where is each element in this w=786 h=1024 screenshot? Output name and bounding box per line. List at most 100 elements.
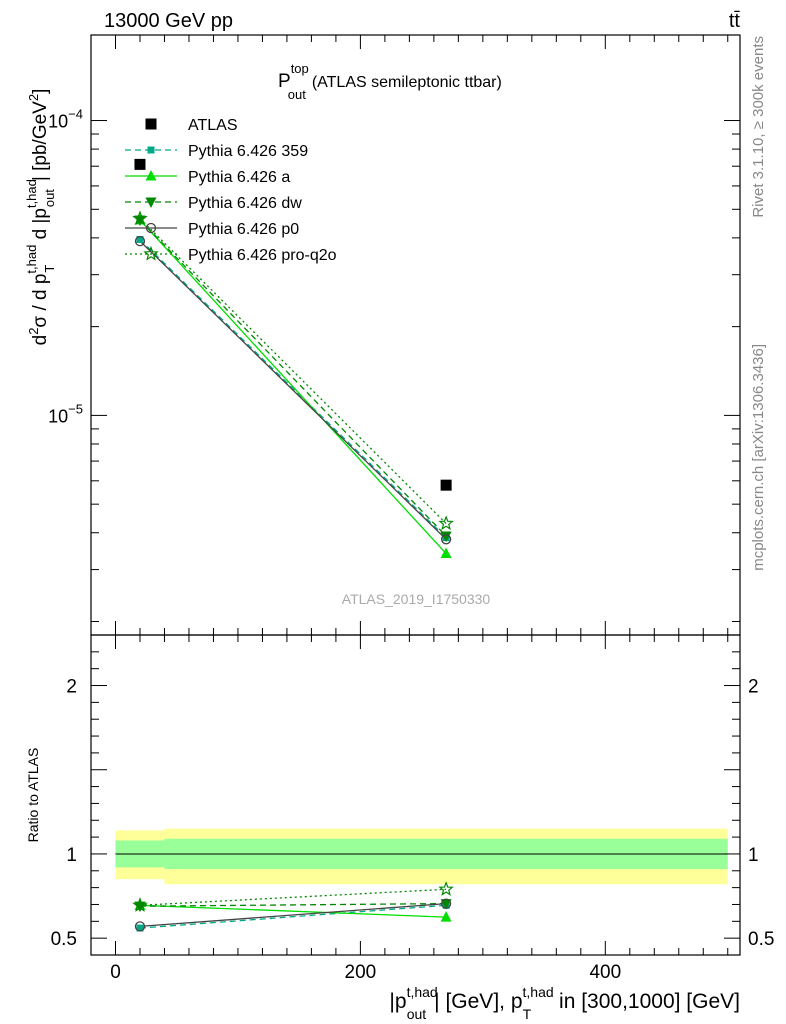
legend-item-pythia-6-426-359: Pythia 6.426 359 [125,143,308,160]
ratio-y-tick-label-right: 2 [748,677,759,698]
main-point-pythia-6-426-p0-shape [440,534,452,545]
main-point-pythia-6-426-p0 [134,235,146,247]
legend-item-pythia-6-426-p0: Pythia 6.426 p0 [125,221,299,238]
ratio-point-pythia-6-426-dw [134,901,146,913]
main-point-pythia-6-426-pro-q2o-shape [438,515,454,531]
legend-marker-pythia-6-426-dw [145,197,157,208]
main-point-pythia-6-426-359 [136,235,144,243]
legend-marker-atlas [145,118,157,130]
energy-label: 13000 GeV pp [104,10,233,32]
legend-marker-pythia-6-426-pro-q2o-shape [143,245,159,261]
main-panel: Ptop out(ATLAS semileptonic ttbar) ATLAS_… [24,34,741,636]
ratio-point-pythia-6-426-359-shape [136,924,144,932]
ratio-x-tick-label: 0 [110,962,121,983]
main-line-pythia-6-426-a [139,219,447,555]
ratio-y-tick-label-right: 0.5 [748,929,774,950]
main-point-atlas-shape [440,479,452,491]
legend-marker-pythia-6-426-dw-shape [145,197,157,208]
main-y-tick-labels: 10−4 10−5 [48,107,83,427]
main-y-axis-label: d2σ / d pt,had T d |pt,had out| [pb/GeV2] [24,89,57,346]
main-line-pythia-6-426-359 [139,239,447,539]
main-point-atlas [134,158,146,170]
legend-item-pythia-6-426-pro-q2o: Pythia 6.426 pro-q2o [125,245,337,264]
legend: ATLAS Pythia 6.426 359 Pythia 6.426 a Pythi… [125,117,337,264]
ratio-series-markers [132,881,454,932]
ratio-line-pythia-6-426-p0 [139,902,447,928]
ratio-y-tick-label-left: 1 [66,845,77,866]
legend-marker-pythia-6-426-pro-q2o [143,245,159,261]
legend-label-pythia-6-426-dw: Pythia 6.426 dw [188,195,302,212]
ratio-line-pythia-6-426-pro-q2o [139,888,447,906]
main-series-lines [139,218,447,555]
rivet-label: Rivet 3.1.10, ≥ 300k events [750,36,767,218]
ratio-uncertainty-bands [115,828,728,885]
ratio-point-pythia-6-426-dw-shape [440,899,452,910]
ratio-point-pythia-6-426-pro-q2o [132,897,148,912]
ratio-point-pythia-6-426-dw-shape [134,901,146,913]
legend-label-atlas: ATLAS [188,117,238,134]
main-point-pythia-6-426-dw [440,531,452,542]
main-point-atlas [440,479,452,491]
mcplots-label: mcplots.cern.ch [arXiv:1306.3436] [750,344,767,571]
ratio-y-tick-label-right: 1 [748,845,759,866]
legend-label-pythia-6-426-359: Pythia 6.426 359 [188,143,308,160]
main-y-tick-label: 10−4 [48,107,83,132]
main-axis-ticks [91,35,740,635]
main-line-pythia-6-426-pro-q2o [139,218,447,524]
ratio-line-pythia-6-426-a [139,904,447,918]
ratio-y-tick-label-left: 0.5 [51,929,77,950]
main-point-pythia-6-426-p0-shape [134,235,146,247]
ratio-y-axis-label: Ratio to ATLAS [25,748,41,843]
ratio-axis-ticks [91,635,740,955]
ratio-x-tick-labels: 0 200 400 [110,962,621,983]
main-point-pythia-6-426-pro-q2o [438,515,454,531]
main-point-pythia-6-426-359-shape [136,235,144,243]
ratio-line-pythia-6-426-359 [139,904,447,929]
legend-marker-pythia-6-426-a [145,170,157,181]
main-title: Ptop out(ATLAS semileptonic ttbar) [278,61,502,102]
ratio-x-tick-label: 400 [589,962,621,983]
main-point-pythia-6-426-pro-q2o [132,210,148,226]
ratio-y-tick-label-left: 2 [66,677,77,698]
analysis-watermark: ATLAS_2019_I1750330 [342,591,491,607]
main-point-pythia-6-426-dw-shape [440,531,452,542]
main-point-pythia-6-426-pro-q2o-shape [132,210,148,226]
main-series-markers [132,158,454,559]
main-y-tick-label: 10−5 [48,401,83,426]
ratio-plot-frame [90,634,741,956]
process-label: tt̄ [729,10,741,32]
ratio-point-pythia-6-426-pro-q2o-shape [132,897,148,912]
ratio-point-pythia-6-426-pro-q2o-shape [438,881,454,896]
legend-marker-pythia-6-426-p0 [145,222,157,234]
main-line-pythia-6-426-dw [139,219,447,537]
ratio-y-tick-labels: 0.5 0.5 1 1 2 2 [51,677,775,951]
main-point-pythia-6-426-a-shape [440,547,452,559]
ratio-point-pythia-6-426-pro-q2o [438,881,454,896]
legend-item-atlas: ATLAS [145,117,238,134]
main-line-pythia-6-426-p0 [139,240,447,540]
main-point-pythia-6-426-p0 [440,534,452,545]
main-point-atlas-shape [134,158,146,170]
legend-marker-pythia-6-426-p0-shape [145,222,157,234]
ratio-x-tick-label: 200 [345,962,377,983]
legend-item-pythia-6-426-a: Pythia 6.426 a [125,169,290,186]
legend-marker-atlas-shape [145,118,157,130]
legend-marker-pythia-6-426-359 [147,146,155,154]
x-axis-label: |pt,had out| [GeV], pt,had T in [300,1000]… [389,984,740,1022]
main-point-pythia-6-426-a [440,547,452,559]
ratio-line-pythia-6-426-dw [139,902,447,907]
ratio-point-pythia-6-426-p0 [440,898,452,909]
ratio-panel: 0.5 0.5 1 1 2 2 0 200 400 Ratio to ATLAS |pt,ha… [25,634,775,1022]
legend-label-pythia-6-426-a: Pythia 6.426 a [188,169,290,186]
legend-marker-pythia-6-426-a-shape [145,170,157,181]
ratio-point-pythia-6-426-359 [136,924,144,932]
ratio-point-pythia-6-426-a-shape [440,911,452,922]
ratio-point-pythia-6-426-a [440,911,452,922]
ratio-series-lines [139,888,447,929]
legend-label-pythia-6-426-pro-q2o: Pythia 6.426 pro-q2o [188,247,337,264]
legend-marker-pythia-6-426-359-shape [147,146,155,154]
legend-label-pythia-6-426-p0: Pythia 6.426 p0 [188,221,299,238]
legend-item-pythia-6-426-dw: Pythia 6.426 dw [125,195,302,212]
ratio-point-pythia-6-426-p0 [134,921,146,932]
